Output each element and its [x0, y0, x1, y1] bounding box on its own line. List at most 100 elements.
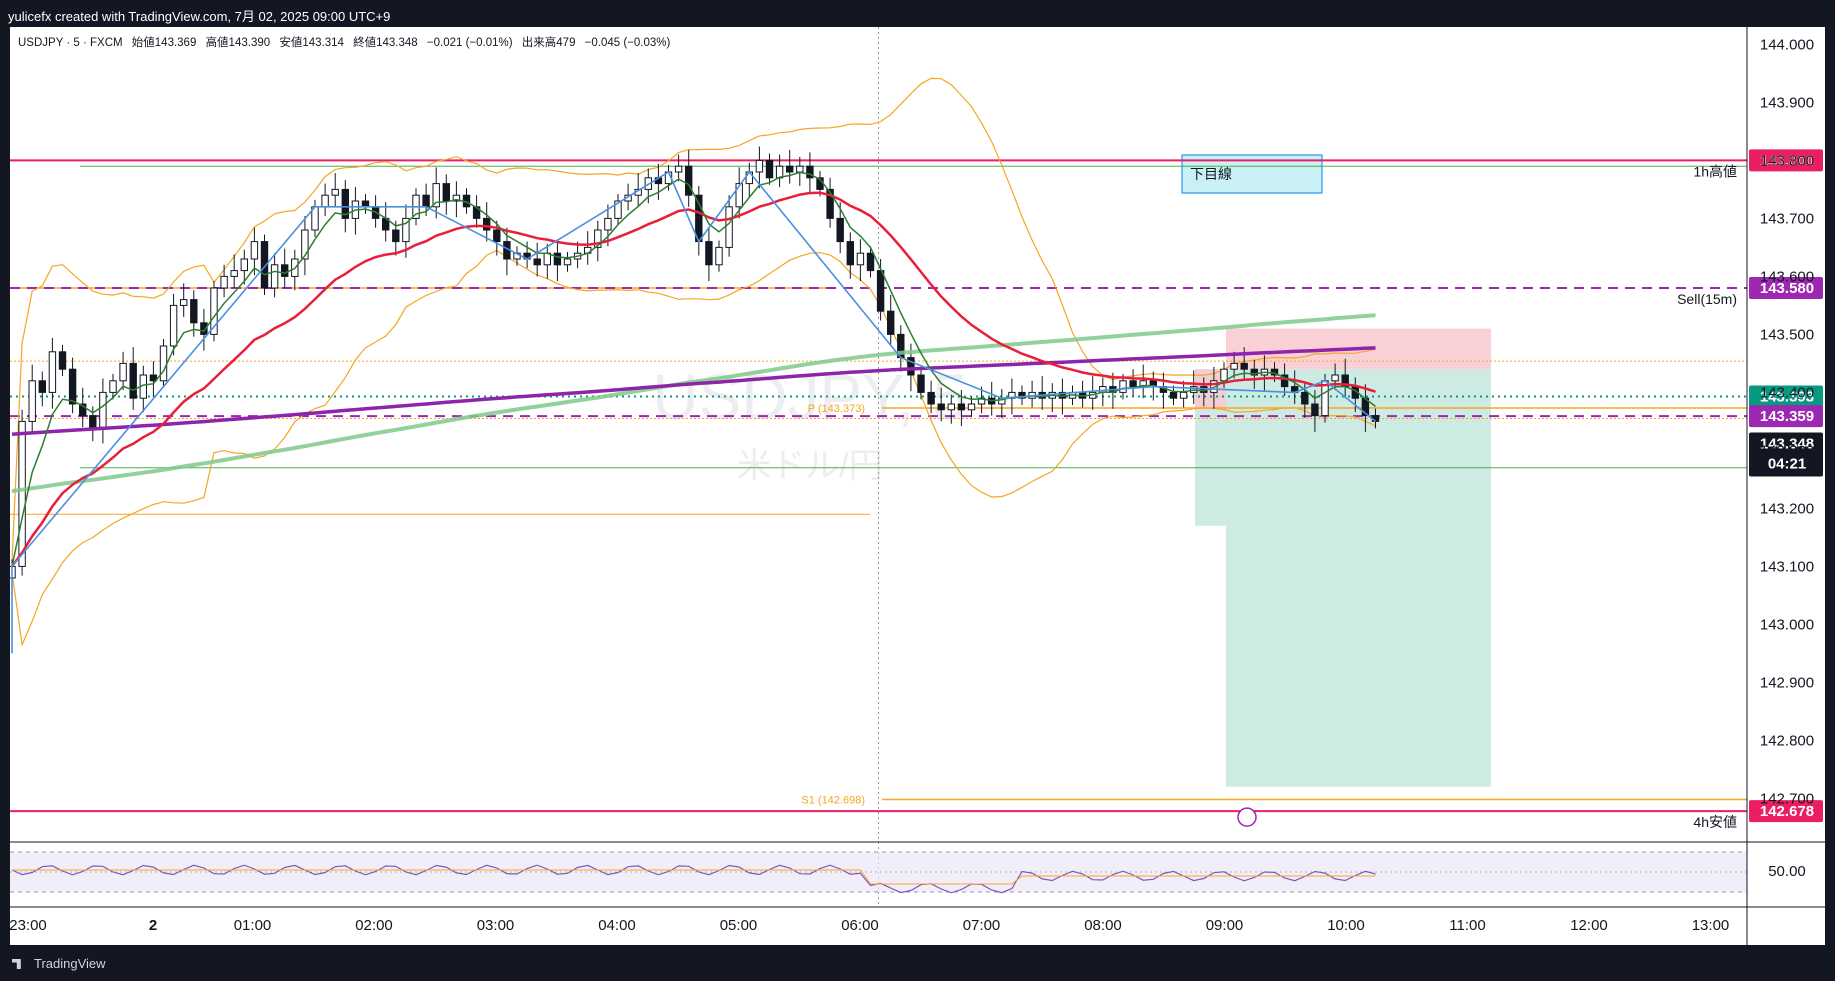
candle [998, 388, 1006, 418]
annotation-text: 下目線 [1190, 166, 1232, 182]
candle-body [321, 194, 329, 208]
candle [493, 220, 501, 256]
y-tick-label: 144.000 [1760, 36, 1814, 53]
candle-body [68, 368, 77, 405]
candle [472, 195, 481, 228]
legend-volume: 出来高479 [521, 37, 576, 49]
candle-body [159, 345, 168, 382]
candle-body [58, 351, 67, 370]
candle-body [705, 241, 713, 266]
candle-body [341, 188, 350, 219]
candle [1018, 385, 1026, 406]
candle-body [442, 183, 451, 202]
candle-body [674, 165, 683, 173]
candle [806, 152, 814, 195]
candle [442, 174, 451, 215]
candle [18, 409, 26, 576]
candle-body [735, 183, 743, 208]
candle [38, 371, 47, 407]
candle [685, 149, 693, 207]
legend-open: 始値143.369 [131, 37, 197, 49]
candle-body [1230, 362, 1238, 370]
candle [483, 202, 491, 242]
candle [311, 199, 319, 237]
candle [1230, 351, 1238, 379]
candle [553, 239, 562, 282]
ma-purple-line [11, 346, 1376, 436]
candle-body [79, 403, 87, 417]
pivot-label: P (143.373) [808, 403, 865, 415]
candle [543, 243, 551, 279]
candle-body [1220, 368, 1228, 382]
candle [1139, 364, 1147, 399]
candle [109, 373, 117, 400]
candle-body [18, 420, 26, 567]
y-tick-label: 143.500 [1760, 326, 1814, 343]
candle-body [775, 165, 784, 179]
candle [1169, 385, 1178, 406]
candle-body [755, 159, 764, 173]
candle-body [180, 299, 188, 306]
x-tick-label: 13:00 [1692, 917, 1730, 934]
candle-body [331, 188, 339, 196]
price-tag-bg [1749, 277, 1823, 299]
y-tick-label: 143.400 [1760, 384, 1814, 401]
candle-body [129, 362, 137, 399]
candle-body [806, 165, 814, 179]
alert-icon [1237, 807, 1257, 827]
candle [139, 365, 148, 413]
ma-red-line [10, 191, 1376, 568]
candle [654, 163, 663, 200]
candle-body [866, 252, 875, 272]
price-tag-bg [1749, 385, 1823, 408]
x-tick-label: 05:00 [720, 917, 758, 934]
candle-body [270, 264, 279, 289]
candle-body [786, 165, 794, 173]
ma-fast-line [11, 171, 1376, 567]
snapshot-caption: yulicefx created with TradingView.com, 7… [8, 9, 391, 24]
candle-body [422, 194, 430, 208]
legend-symbol: USDJPY · 5 · FXCM [18, 37, 123, 49]
x-tick-label: 06:00 [841, 917, 879, 934]
x-tick-label: 09:00 [1206, 917, 1244, 934]
candle [301, 216, 309, 276]
candle [119, 351, 127, 391]
candle [79, 387, 87, 428]
candle-body [281, 264, 289, 277]
candle-body [432, 183, 440, 208]
candle [240, 249, 249, 285]
candle [947, 394, 955, 424]
ma-green-line [11, 313, 1376, 493]
candle-body [1250, 368, 1258, 376]
candle [58, 344, 67, 377]
candle [99, 378, 107, 444]
legend-change: −0.021 (−0.01%) [426, 37, 513, 49]
candle-body [402, 217, 410, 243]
candle-body [533, 258, 541, 266]
candle-body [725, 206, 733, 248]
price-tag-label: 143.580 [1760, 280, 1814, 297]
oscillator-band [10, 852, 1747, 892]
price-chart[interactable]: USDJPY, 5 米ドル/円 下目線 P (143.373) S1 (142.69… [10, 27, 1825, 945]
candle [382, 202, 390, 242]
candle [533, 242, 541, 277]
candle-body [563, 258, 572, 266]
candle-body [1169, 391, 1178, 399]
candle-body [149, 374, 158, 382]
x-tick-label: 12:00 [1570, 917, 1608, 934]
candle [169, 293, 178, 356]
candle-body [493, 229, 501, 243]
candle-body [483, 217, 491, 231]
candle [856, 239, 865, 282]
candle-body [99, 391, 107, 428]
x-tick-label: 03:00 [477, 917, 515, 934]
bollinger-lower [11, 249, 1376, 647]
y-tick-label: 143.700 [1760, 210, 1814, 227]
candle-body [543, 252, 551, 266]
candle [281, 248, 289, 288]
candle-body [392, 229, 400, 243]
candle [967, 397, 976, 417]
x-tick-label: 10:00 [1327, 917, 1365, 934]
candle [68, 357, 77, 414]
candle-body [48, 351, 57, 393]
